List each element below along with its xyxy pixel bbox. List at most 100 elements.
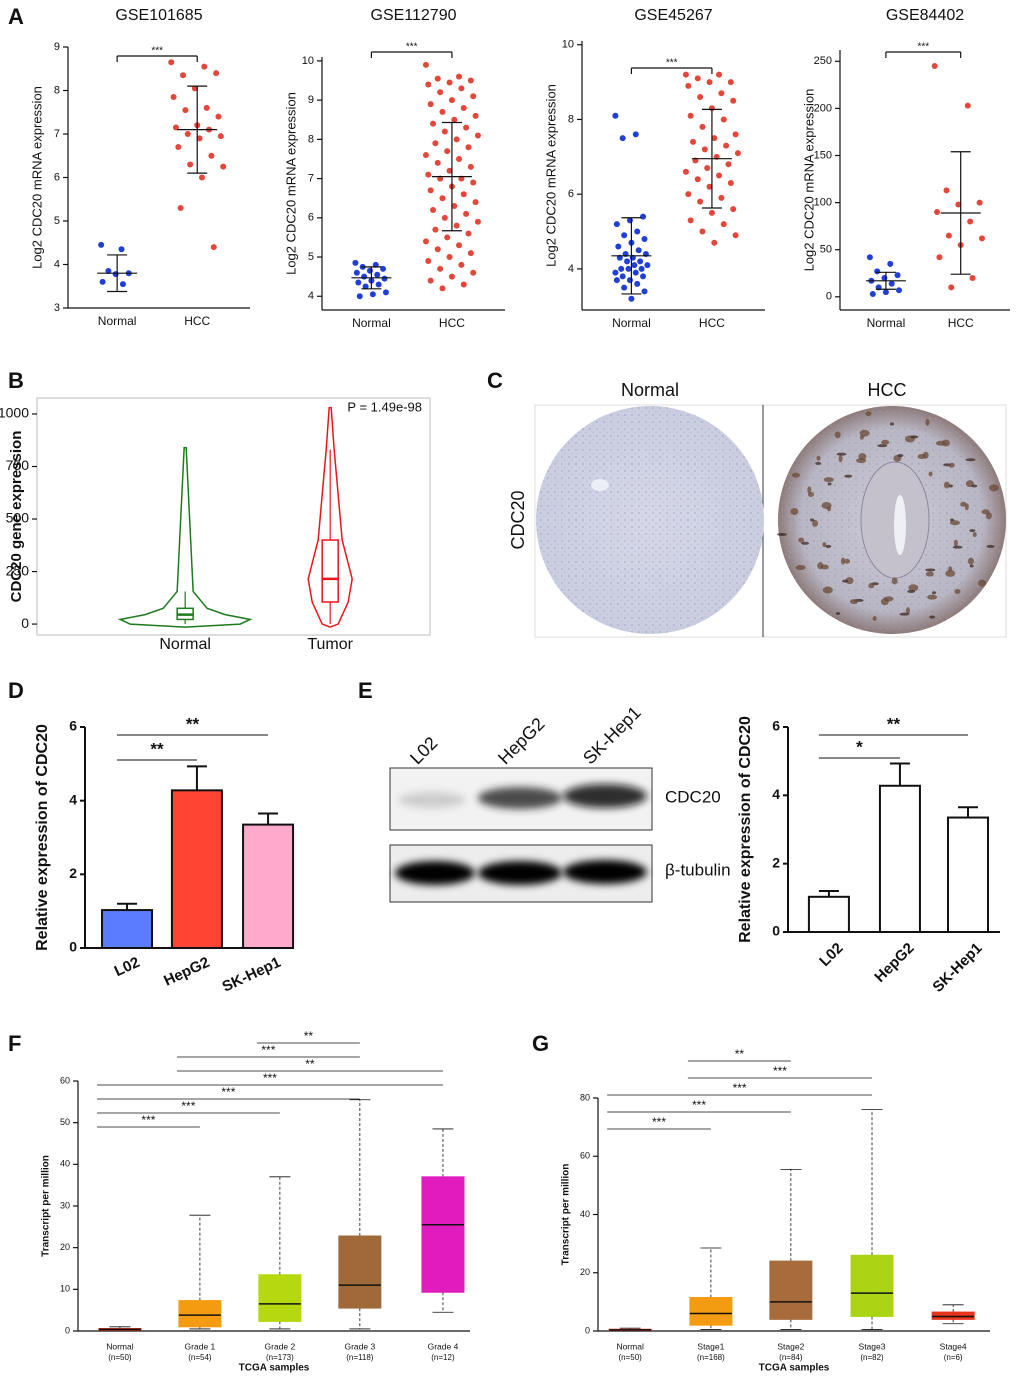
stain [890, 422, 894, 426]
stain [932, 591, 936, 595]
point [727, 179, 734, 186]
point [874, 268, 881, 275]
box [769, 1260, 813, 1320]
x-tick-sublabel: (n=54) [188, 1353, 212, 1362]
point [437, 265, 444, 272]
point [711, 239, 718, 246]
point [470, 93, 477, 100]
point [945, 232, 952, 239]
y-axis-label: Relative expression of CDC20 [737, 716, 754, 943]
stain [969, 529, 976, 533]
stain [836, 612, 840, 616]
point [470, 179, 477, 186]
point [446, 254, 453, 261]
x-tick-label: Normal [98, 314, 137, 328]
y-tick-label: 0 [585, 1325, 590, 1335]
point [353, 269, 360, 276]
panel-label: A [8, 4, 24, 29]
y-tick-label: 0 [65, 1325, 70, 1335]
ihc-column-label: HCC [868, 380, 907, 400]
point [706, 183, 713, 190]
ihc-hcc-lumen [894, 495, 906, 555]
significance-label: *** [141, 1113, 155, 1127]
point [201, 63, 208, 70]
x-tick-label: Grade 4 [428, 1341, 459, 1351]
point [441, 214, 448, 221]
point [708, 209, 715, 216]
stain [910, 435, 919, 439]
point [444, 148, 451, 155]
x-tick-label: Normal [352, 316, 391, 330]
point [187, 161, 194, 168]
band-label: CDC20 [665, 787, 721, 806]
x-tick-label: HCC [184, 314, 210, 328]
stain [964, 503, 969, 511]
stain [891, 577, 898, 585]
point [203, 104, 210, 111]
stain [948, 462, 955, 468]
point [458, 85, 465, 92]
point [182, 107, 189, 114]
point [184, 131, 191, 137]
point [725, 161, 732, 168]
significance-label: ** [735, 1047, 745, 1061]
point [352, 259, 359, 266]
stain [971, 484, 978, 488]
point [720, 116, 727, 123]
point [628, 295, 635, 302]
point [444, 234, 451, 241]
chart-title: GSE112790 [371, 7, 457, 24]
stain [823, 477, 834, 483]
y-tick-label: 7 [308, 173, 314, 185]
point [704, 165, 711, 172]
point [177, 204, 184, 211]
point [168, 59, 175, 66]
stain [972, 532, 977, 538]
point [98, 241, 105, 248]
bar [807, 895, 850, 934]
ihc-stains [776, 411, 1000, 621]
point [465, 230, 472, 237]
stain [776, 532, 787, 536]
point [619, 273, 626, 280]
y-tick-label: 6 [54, 171, 60, 183]
point [427, 101, 434, 108]
point [694, 75, 701, 82]
stain [810, 518, 814, 522]
x-tick-label: Grade 3 [344, 1341, 375, 1351]
y-tick-label: 50 [60, 1117, 70, 1127]
y-tick-label: 60 [580, 1151, 590, 1161]
point [465, 144, 472, 151]
point [732, 131, 739, 138]
point [460, 104, 467, 111]
significance-label: *** [151, 46, 163, 57]
y-tick-label: 50 [820, 244, 832, 256]
point [434, 246, 441, 253]
x-tick-label: Normal [616, 1341, 644, 1351]
point [718, 194, 725, 201]
band [398, 792, 466, 808]
point [613, 221, 620, 228]
violin [117, 446, 253, 628]
y-tick-label: 750 [6, 457, 30, 473]
panel-label: G [532, 1031, 549, 1056]
point [634, 228, 641, 235]
point [432, 226, 439, 233]
y-tick-label: 7 [54, 128, 60, 140]
point [866, 254, 873, 261]
point [621, 232, 628, 239]
significance-label: *** [261, 1043, 275, 1057]
point [460, 281, 467, 288]
point [682, 168, 689, 175]
significance-label: *** [406, 42, 418, 53]
point [976, 199, 983, 206]
y-axis-label: Transcript per million [41, 1155, 52, 1257]
y-tick-label: 20 [60, 1242, 70, 1252]
y-axis-label: CDC20 gene expression [8, 431, 25, 603]
point [198, 174, 205, 181]
y-tick-label: 4 [54, 258, 60, 270]
panel-label: B [8, 368, 24, 393]
stain [840, 557, 845, 565]
significance-label: *** [263, 1071, 277, 1085]
